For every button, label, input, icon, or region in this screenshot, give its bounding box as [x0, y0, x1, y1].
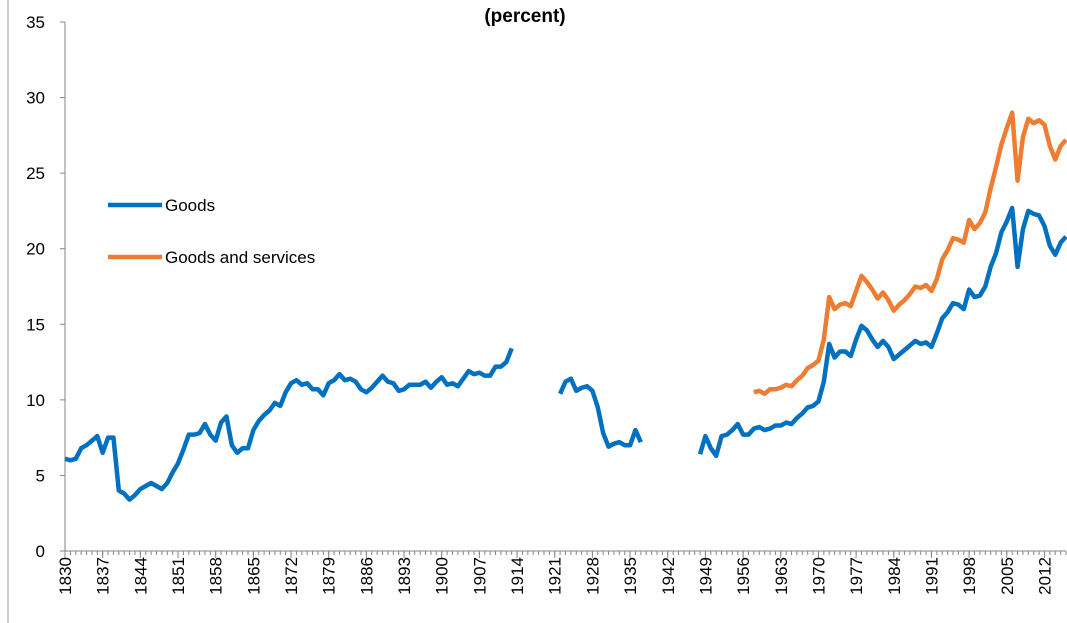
data-line — [753, 110, 1067, 397]
x-tick-label: 1851 — [169, 557, 188, 595]
y-tick-label: 15 — [26, 315, 45, 334]
legend-label: Goods — [165, 196, 215, 215]
y-tick-label: 0 — [36, 542, 45, 561]
x-tick-label: 1893 — [395, 557, 414, 595]
x-tick-label: 1865 — [244, 557, 263, 595]
x-tick-label: 1921 — [546, 557, 565, 595]
x-tick-label: 1900 — [433, 557, 452, 595]
y-tick-label: 30 — [26, 89, 45, 108]
x-tick-label: 1844 — [131, 557, 150, 595]
x-tick-label: 2005 — [998, 557, 1017, 595]
y-tick-label: 10 — [26, 391, 45, 410]
legend-label: Goods and services — [165, 248, 315, 267]
data-line — [64, 205, 1067, 502]
x-tick-label: 1879 — [320, 557, 339, 595]
x-tick-label: 1914 — [508, 557, 527, 595]
y-tick-label: 35 — [26, 13, 45, 32]
x-tick-label: 1977 — [847, 557, 866, 595]
x-tick-label: 1991 — [922, 557, 941, 595]
y-tick-label: 20 — [26, 240, 45, 259]
x-tick-label: 1872 — [282, 557, 301, 595]
x-tick-label: 1942 — [659, 557, 678, 595]
x-tick-label: 2012 — [1035, 557, 1054, 595]
x-tick-label: 1886 — [357, 557, 376, 595]
x-tick-label: 1830 — [56, 557, 75, 595]
x-tick-label: 1963 — [772, 557, 791, 595]
x-tick-label: 1984 — [885, 557, 904, 595]
x-tick-label: 1949 — [696, 557, 715, 595]
x-tick-label: 1837 — [94, 557, 113, 595]
y-tick-label: 25 — [26, 164, 45, 183]
x-tick-label: 1970 — [809, 557, 828, 595]
x-tick-label: 1998 — [960, 557, 979, 595]
chart-title: (percent) — [484, 6, 565, 27]
x-tick-label: 1907 — [470, 557, 489, 595]
x-tick-label: 1928 — [583, 557, 602, 595]
x-tick-label: 1858 — [207, 557, 226, 595]
x-tick-label: 1935 — [621, 557, 640, 595]
y-tick-label: 5 — [36, 466, 45, 485]
x-tick-label: 1956 — [734, 557, 753, 595]
